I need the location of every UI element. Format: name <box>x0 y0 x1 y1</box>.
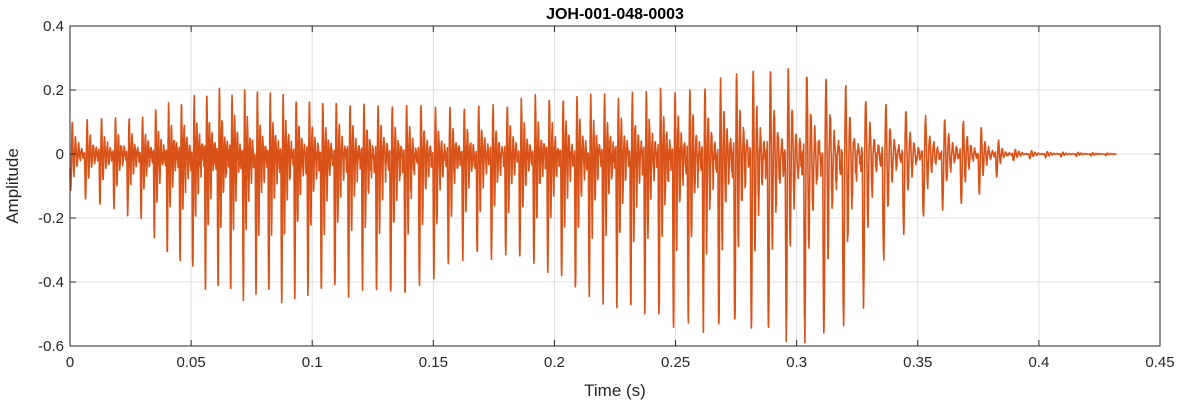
x-tick-label: 0.3 <box>786 354 807 371</box>
x-tick-label: 0.2 <box>544 354 565 371</box>
y-tick-label: 0.4 <box>43 18 64 35</box>
x-tick-label: 0.1 <box>302 354 323 371</box>
x-tick-label: 0.15 <box>419 354 448 371</box>
x-tick-label: 0.45 <box>1145 354 1174 371</box>
waveform-line <box>69 68 1117 344</box>
y-tick-label: -0.6 <box>38 338 64 355</box>
y-tick-label: -0.4 <box>38 274 64 291</box>
x-axis-label: Time (s) <box>584 381 646 400</box>
y-axis-label: Amplitude <box>3 148 22 224</box>
y-tick-label: 0.2 <box>43 82 64 99</box>
x-tick-label: 0.05 <box>177 354 206 371</box>
x-tick-label: 0.4 <box>1028 354 1049 371</box>
x-tick-label: 0.35 <box>903 354 932 371</box>
plot-frame <box>69 25 1161 347</box>
y-tick-label: -0.2 <box>38 210 64 227</box>
signal-layer <box>69 68 1117 344</box>
x-tick-label: 0 <box>66 354 74 371</box>
y-tick-label: 0 <box>56 146 64 163</box>
chart-title: JOH-001-048-0003 <box>546 6 684 23</box>
tick-layer: 0 0.05 0.1 0.15 0.2 0.25 0.3 0.35 0.4 0.45 -0.6 -0.… <box>38 18 1174 371</box>
x-tick-label: 0.25 <box>661 354 690 371</box>
